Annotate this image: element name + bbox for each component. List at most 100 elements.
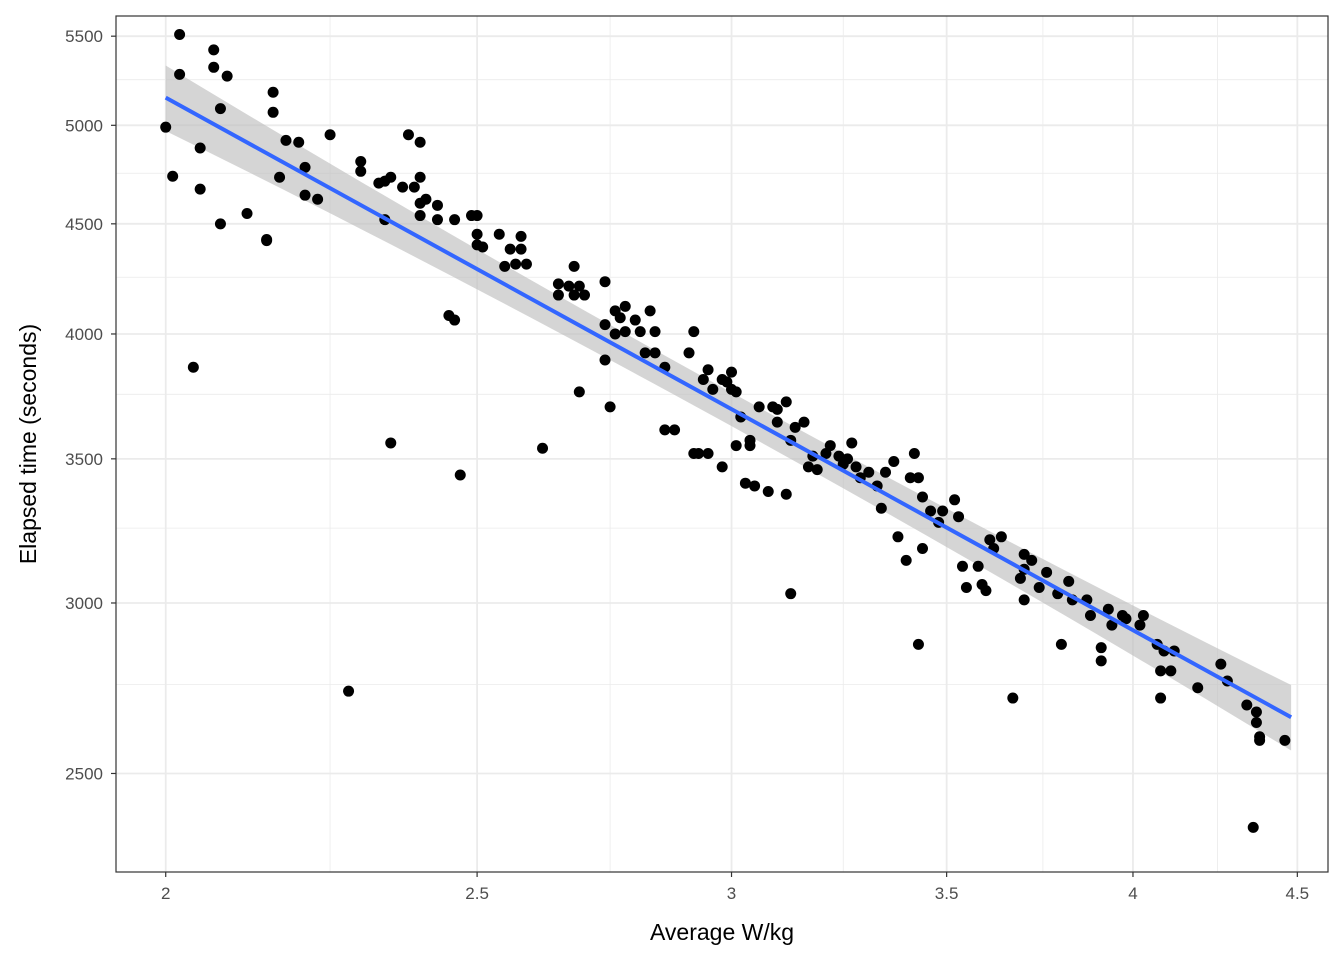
data-point	[659, 424, 671, 436]
data-point	[1155, 692, 1167, 704]
data-point	[261, 234, 273, 246]
data-point	[702, 364, 714, 376]
data-point	[420, 193, 432, 205]
data-point	[471, 210, 483, 222]
data-point	[599, 319, 611, 331]
data-point	[408, 181, 420, 193]
data-point	[609, 328, 621, 340]
data-point	[187, 361, 199, 373]
data-point	[912, 638, 924, 650]
x-tick-label: 2.5	[465, 884, 489, 903]
data-point	[355, 165, 367, 177]
x-tick-label: 2	[161, 884, 170, 903]
x-tick-label: 4.5	[1286, 884, 1310, 903]
data-point	[194, 142, 206, 154]
data-point	[604, 401, 616, 413]
data-point	[744, 434, 756, 446]
data-point	[925, 505, 937, 517]
data-point	[863, 466, 875, 478]
data-point	[299, 189, 311, 201]
data-point	[194, 183, 206, 195]
data-point	[702, 448, 714, 460]
data-point	[739, 477, 751, 489]
data-point	[280, 134, 292, 146]
data-point	[802, 461, 814, 473]
data-point	[1095, 655, 1107, 667]
data-point	[1018, 548, 1030, 560]
data-point	[1120, 613, 1132, 625]
data-point	[771, 403, 783, 415]
data-point	[515, 230, 527, 242]
data-point	[493, 228, 505, 240]
data-point	[1250, 706, 1262, 718]
data-point	[1095, 642, 1107, 654]
data-point	[980, 585, 992, 597]
data-point	[716, 461, 728, 473]
data-point	[578, 289, 590, 301]
data-point	[431, 199, 443, 211]
y-axis-title: Elapsed time (seconds)	[15, 324, 41, 564]
data-point	[780, 396, 792, 408]
data-point	[798, 416, 810, 428]
data-point	[274, 171, 286, 183]
x-axis-title: Average W/kg	[650, 919, 794, 945]
data-point	[1215, 658, 1227, 670]
data-point	[552, 278, 564, 290]
fit-line	[164, 95, 1293, 719]
data-point	[888, 456, 900, 468]
data-point	[214, 103, 226, 115]
data-point	[1033, 582, 1045, 594]
data-point	[908, 448, 920, 460]
data-point	[343, 685, 355, 697]
data-point	[397, 181, 409, 193]
data-point	[208, 61, 220, 73]
data-point	[726, 366, 738, 378]
data-point	[693, 448, 705, 460]
data-point	[707, 383, 719, 395]
data-point	[824, 440, 836, 452]
data-point	[1247, 821, 1259, 833]
data-point	[753, 401, 765, 413]
data-point	[599, 276, 611, 288]
data-point	[414, 171, 426, 183]
y-tick-label: 3000	[65, 594, 103, 613]
data-point	[1137, 610, 1149, 622]
data-point	[771, 416, 783, 428]
x-tick-label: 3	[727, 884, 736, 903]
data-point	[599, 354, 611, 366]
data-point	[730, 386, 742, 398]
data-point	[510, 258, 522, 270]
panel-border	[115, 15, 1329, 873]
data-point	[619, 326, 631, 338]
data-point	[515, 243, 527, 255]
data-point	[697, 373, 709, 385]
data-point	[1241, 699, 1253, 711]
data-point	[683, 347, 695, 359]
data-point	[563, 280, 575, 292]
data-point	[917, 542, 929, 554]
data-point	[208, 44, 220, 56]
data-point	[1155, 665, 1167, 677]
data-point	[568, 289, 580, 301]
data-point	[568, 260, 580, 272]
data-points	[160, 28, 1291, 833]
data-point	[875, 502, 887, 514]
data-point	[312, 193, 324, 205]
data-point	[431, 214, 443, 226]
data-point	[953, 511, 965, 523]
data-point	[619, 300, 631, 312]
data-point	[471, 228, 483, 240]
data-point	[1026, 554, 1038, 566]
y-axis-ticks: 2500 3000 3500 4000 4500 5000 5500	[65, 27, 116, 783]
data-point	[221, 70, 233, 82]
data-point	[299, 161, 311, 173]
y-tick-label: 4000	[65, 325, 103, 344]
data-point	[917, 491, 929, 503]
data-point	[649, 347, 661, 359]
data-point	[324, 129, 336, 141]
data-point	[960, 582, 972, 594]
data-point	[904, 472, 916, 484]
data-point	[842, 453, 854, 465]
y-tick-label: 2500	[65, 764, 103, 783]
